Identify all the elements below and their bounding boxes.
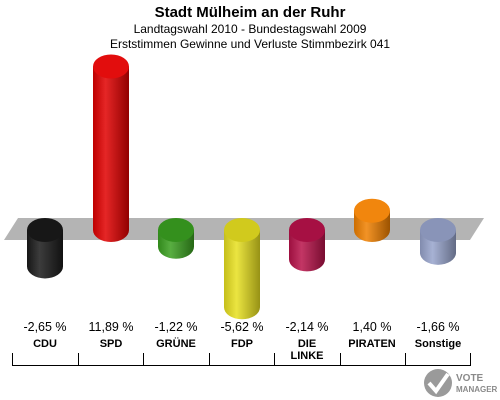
category-label: PIRATEN [348, 338, 396, 350]
chart-titles: Stadt Mülheim an der Ruhr Landtagswahl 2… [0, 4, 500, 52]
chart-title: Stadt Mülheim an der Ruhr [154, 4, 346, 21]
axis-tick [274, 353, 275, 366]
axis-tick [143, 353, 144, 366]
value-label: -5,62 % [220, 320, 264, 334]
logo-text-manager: MANAGER [456, 385, 498, 394]
axis-tick [209, 353, 210, 366]
category-label: Sonstige [414, 338, 462, 350]
bar-spd [93, 54, 129, 242]
axis-tick [405, 353, 406, 366]
value-label: -1,22 % [154, 320, 198, 334]
category-label: CDU [33, 338, 57, 350]
bar-gr-ne [158, 218, 194, 259]
category-axis-line [12, 353, 470, 366]
bar-cdu [27, 218, 63, 279]
vote-manager-logo: VOTE MANAGER [424, 369, 498, 397]
bar-die-linke [289, 218, 325, 272]
bars-group [27, 54, 456, 320]
category-label: FDP [231, 338, 253, 350]
category-label: DIE LINKE [290, 338, 324, 362]
value-labels: -2,65 % 11,89 % -1,22 % -5,62 % -2,14 % 1,40 … [0, 320, 500, 336]
value-label: -2,65 % [23, 320, 67, 334]
axis-tick [470, 353, 471, 366]
axis-tick [340, 353, 341, 366]
axis-tick [12, 353, 13, 366]
chart-subtitle-description: Erststimmen Gewinne und Verluste Stimmbe… [109, 37, 391, 51]
check-mark-icon [424, 369, 452, 397]
value-label: 11,89 % [88, 320, 134, 334]
category-labels: CDU SPD GRÜNE FDP DIE LINKE PIRATEN Sonstige [0, 338, 500, 368]
bar-piraten [354, 198, 390, 242]
category-label: GRÜNE [156, 338, 196, 350]
category-label: SPD [99, 338, 123, 350]
bar-sonstige [420, 218, 456, 265]
axis-tick [78, 353, 79, 366]
logo-text-vote: VOTE [456, 373, 484, 384]
bar-fdp [224, 218, 260, 320]
value-label: 1,40 % [352, 320, 392, 334]
value-label: -2,14 % [285, 320, 329, 334]
value-label: -1,66 % [416, 320, 460, 334]
chart-subtitle-election: Landtagswahl 2010 - Bundestagswahl 2009 [133, 22, 367, 36]
